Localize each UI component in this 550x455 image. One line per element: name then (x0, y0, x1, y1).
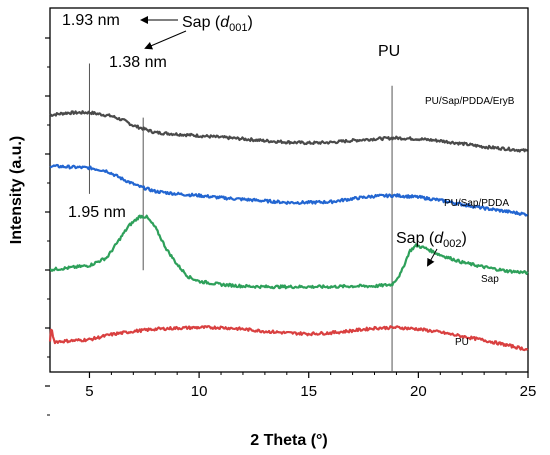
series-sap-line (49, 214, 529, 290)
arrow-to-d002-peak (427, 248, 438, 267)
annotation-sap-d002-close: ) (462, 230, 467, 247)
annotation-sap-d002-sub: 002 (443, 238, 461, 250)
arrow-to-1-38-nm (144, 30, 187, 50)
y-axis-title: Intensity (a.u.) (8, 136, 25, 244)
annotation-sap-d001: Sap (d001) (182, 14, 253, 34)
annotation-1-93-nm: 1.93 nm (62, 12, 120, 29)
series-curves (48, 110, 529, 352)
annotation-sap-d002-main: Sap ( (396, 230, 435, 247)
annotation-sap-d002-italic: d (434, 230, 444, 247)
x-tick-label: 20 (410, 383, 427, 400)
annotation-sap-d001-close: ) (248, 14, 253, 31)
x-tick-label: 15 (300, 383, 317, 400)
series-pu-sap-pdda-eryb-line (49, 110, 528, 153)
plot-frame (49, 7, 529, 373)
annotation-pu: PU (378, 43, 400, 60)
series-pu-sap-pdda-line (49, 163, 528, 217)
series-label-pu-sap-pdda-eryb: PU/Sap/PDDA/EryB (425, 96, 515, 107)
series-pu-line (48, 325, 529, 352)
series-label-sap: Sap (481, 274, 499, 285)
annotation-sap-d002: Sap (d002) (396, 230, 467, 250)
series-label-pu-sap-pdda: PU/Sap/PDDA (444, 198, 509, 209)
x-tick-label: 5 (85, 383, 93, 400)
annotation-sap-d001-italic: d (220, 14, 230, 31)
annotation-sap-d001-main: Sap ( (182, 14, 221, 31)
annotation-1-95-nm: 1.95 nm (68, 204, 126, 221)
x-tick-label: 10 (191, 383, 208, 400)
annotation-sap-d001-sub: 001 (229, 22, 247, 34)
series-label-pu: PU (455, 337, 469, 348)
reference-lines (88, 63, 393, 372)
x-axis-title: 2 Theta (°) (250, 432, 328, 449)
annotation-1-38-nm: 1.38 nm (109, 54, 167, 71)
axis-ticks: 5 10 15 20 25 (45, 37, 537, 416)
x-tick-label: 25 (520, 383, 537, 400)
